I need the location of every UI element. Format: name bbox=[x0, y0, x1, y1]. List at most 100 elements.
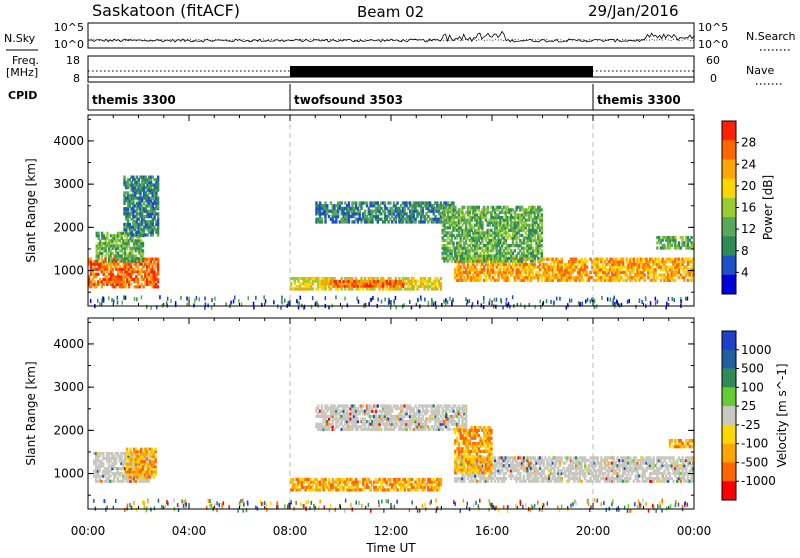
near-range-cell bbox=[650, 301, 652, 305]
near-range-cell bbox=[312, 296, 314, 300]
near-range-cell bbox=[447, 300, 449, 304]
near-range-cell bbox=[635, 305, 637, 309]
near-range-cell bbox=[393, 299, 395, 303]
near-range-cell bbox=[273, 300, 275, 304]
heatmap-cell bbox=[452, 201, 454, 204]
near-range-cell bbox=[465, 297, 467, 301]
near-range-cell bbox=[477, 301, 479, 305]
near-range-cell bbox=[90, 299, 92, 303]
near-range-cell bbox=[445, 302, 447, 306]
noise-panel-frame bbox=[88, 23, 694, 48]
heatmap-cell bbox=[142, 242, 144, 245]
near-range-cell bbox=[613, 298, 615, 302]
near-range-cell bbox=[263, 295, 265, 299]
heatmap-cell bbox=[481, 221, 483, 224]
heatmap-cell bbox=[514, 249, 516, 252]
heatmap-cell bbox=[157, 285, 159, 288]
near-range-cell bbox=[668, 297, 670, 301]
heatmap-cell bbox=[126, 448, 128, 451]
heatmap-cell bbox=[582, 279, 584, 282]
heatmap-cell bbox=[326, 204, 328, 207]
heatmap-cell bbox=[100, 480, 102, 483]
heatmap-cells bbox=[88, 176, 695, 311]
near-range-cell bbox=[469, 299, 471, 303]
heatmap-cell bbox=[389, 201, 391, 204]
heatmap-cell bbox=[681, 236, 683, 239]
near-range-cell bbox=[265, 299, 267, 303]
near-range-cell bbox=[377, 298, 379, 302]
heatmap-cell bbox=[112, 259, 114, 262]
near-range-cell bbox=[347, 303, 349, 307]
heatmap-cell bbox=[429, 277, 431, 280]
heatmap-cell bbox=[97, 273, 99, 276]
near-range-cell bbox=[103, 297, 105, 301]
heatmap-cell bbox=[142, 249, 144, 252]
heatmap-cell bbox=[508, 279, 510, 282]
heatmap-cell bbox=[137, 278, 139, 281]
heatmap-cell bbox=[317, 404, 319, 407]
noise-right-tick-top: 10^5 bbox=[698, 21, 728, 34]
heatmap-cell bbox=[389, 478, 391, 481]
heatmap-cell bbox=[586, 266, 588, 269]
near-range-cell bbox=[368, 302, 370, 306]
near-range-cell bbox=[204, 297, 206, 301]
near-range-cell bbox=[238, 299, 240, 303]
near-range-cell bbox=[685, 297, 687, 301]
near-range-cell bbox=[388, 301, 390, 305]
freq-left-tick-bottom: 8 bbox=[73, 72, 80, 85]
near-range-cell bbox=[97, 299, 99, 303]
heatmap-cell bbox=[355, 201, 357, 204]
near-range-cell bbox=[571, 299, 573, 303]
heatmap-cell bbox=[102, 452, 104, 455]
near-range-cell bbox=[540, 305, 542, 309]
near-range-cell bbox=[325, 296, 327, 300]
near-range-cell bbox=[395, 296, 397, 300]
heatmap-cell bbox=[440, 282, 442, 285]
near-range-cell bbox=[641, 300, 643, 304]
near-range-cell bbox=[371, 298, 373, 302]
heatmap-cell bbox=[687, 279, 689, 282]
heatmap-cell bbox=[355, 280, 357, 283]
station-title: Saskatoon (fitACF) bbox=[92, 1, 240, 20]
y-tick-label: 2000 bbox=[53, 220, 84, 234]
heatmap-cell bbox=[324, 478, 326, 481]
near-range-cell bbox=[494, 298, 496, 302]
heatmap-cell bbox=[312, 287, 314, 290]
heatmap-cell bbox=[396, 488, 398, 491]
near-range-cell bbox=[553, 301, 555, 305]
near-range-cell bbox=[680, 300, 682, 304]
near-range-cell bbox=[136, 297, 138, 301]
near-range-cell bbox=[170, 299, 172, 303]
near-range-cell bbox=[471, 305, 473, 309]
near-range-cell bbox=[639, 299, 641, 303]
heatmap-cell bbox=[463, 206, 465, 209]
freq-unit-label: [MHz] bbox=[6, 66, 38, 79]
beam-title: Beam 02 bbox=[357, 3, 424, 21]
heatmap-cell bbox=[157, 258, 159, 261]
cpid-segment-label: themis 3300 bbox=[92, 93, 176, 107]
heatmap-cell bbox=[411, 478, 413, 481]
near-range-cell bbox=[384, 297, 386, 301]
near-range-cell bbox=[674, 298, 676, 302]
near-range-cell bbox=[467, 300, 469, 304]
heatmap-cell bbox=[452, 242, 454, 245]
near-range-cell bbox=[424, 298, 426, 302]
near-range-cell bbox=[546, 299, 548, 303]
near-range-cell bbox=[288, 301, 290, 305]
near-range-cell bbox=[335, 295, 337, 299]
near-range-cell bbox=[281, 296, 283, 300]
near-range-cell bbox=[449, 297, 451, 301]
near-range-cell bbox=[372, 296, 374, 300]
heatmap-cell bbox=[154, 448, 156, 451]
heatmap-cell bbox=[101, 259, 103, 262]
near-range-cell bbox=[655, 297, 657, 301]
nsky-trace bbox=[88, 31, 694, 42]
heatmap-cell bbox=[140, 448, 142, 451]
near-range-cell bbox=[134, 297, 136, 301]
near-range-cell bbox=[655, 301, 657, 305]
heatmap-cell bbox=[157, 212, 159, 215]
heatmap-cells bbox=[93, 404, 695, 513]
heatmap-cell bbox=[157, 176, 159, 179]
freq-left-tick-top: 18 bbox=[66, 54, 80, 67]
